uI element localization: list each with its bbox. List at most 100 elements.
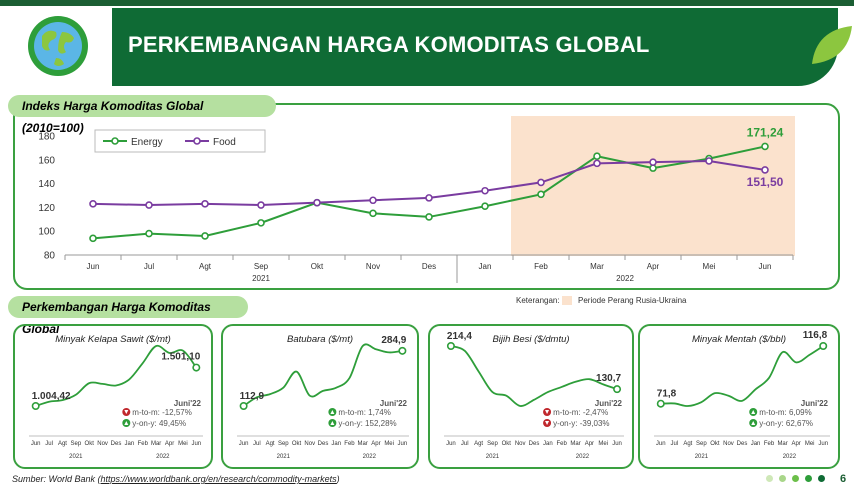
data-point <box>761 166 769 174</box>
mini-x-tick-label: Jun <box>446 441 456 447</box>
mini-panel-palm-oil: Minyak Kelapa Sawit ($/mt) 1.004,42 1.501,… <box>13 324 213 469</box>
x-tick-label: Jul <box>144 262 154 271</box>
mini-x-tick-label: Nov <box>304 441 315 447</box>
data-point <box>145 229 153 238</box>
main-section-label: Indeks Harga Komoditas Global (2010=100) <box>8 95 276 135</box>
mini-x-tick-label: Jun <box>612 441 622 447</box>
mini-x-tick-label: Sep <box>487 441 498 447</box>
last-value-label: 171,24 <box>747 125 784 139</box>
last-value-label: 1.501,10 <box>161 352 200 363</box>
mini-x-tick-label: Jun <box>656 441 666 447</box>
war-period-swatch <box>562 296 572 305</box>
page-dot[interactable] <box>805 475 812 482</box>
mini-x-tick-label: Okt <box>292 441 302 447</box>
mini-chart-crude-oil: Minyak Mentah ($/bbl) 71,8 116,8 Juni'22m-t… <box>654 330 830 460</box>
data-point <box>649 164 657 172</box>
period-label: Juni'22 <box>595 399 623 408</box>
mini-panel-iron-ore: Bijih Besi ($/dmtu) 214,4 130,7 Juni'22 m-to… <box>428 324 634 469</box>
mini-year-label: 2021 <box>486 454 500 460</box>
mini-x-tick-label: Jun <box>398 441 408 447</box>
mini-x-tick-label: Apr <box>791 441 800 447</box>
mini-year-label: 2022 <box>576 454 590 460</box>
mini-x-tick-label: Mar <box>570 441 580 447</box>
globe-logo-icon <box>20 14 96 78</box>
mini-x-tick-label: Jun <box>239 441 249 447</box>
mini-end-point <box>239 402 248 411</box>
arrow-glyph <box>545 421 550 425</box>
x-tick-label: Apr <box>647 262 660 271</box>
mini-chart-title: Bijih Besi ($/dmtu) <box>492 334 569 345</box>
mini-x-tick-label: Jun <box>31 441 41 447</box>
mini-x-tick-label: Sep <box>696 441 707 447</box>
footer-source: Sumber: World Bank (https://www.worldban… <box>12 474 340 484</box>
page-dot[interactable] <box>818 475 825 482</box>
year-label: 2022 <box>616 274 634 283</box>
data-point <box>425 213 433 221</box>
data-point <box>425 194 433 202</box>
change-label: y-on-y: -39,03% <box>553 419 609 428</box>
change-label: m-to-m: 6,09% <box>759 408 811 417</box>
mini-x-tick-label: Okt <box>502 441 512 447</box>
data-point <box>145 201 153 209</box>
mini-chart-title: Minyak Kelapa Sawit ($/mt) <box>55 334 171 345</box>
x-tick-label: Feb <box>534 262 548 271</box>
sub-section-label: Perkembangan Harga Komoditas Global <box>8 296 248 336</box>
mini-x-tick-label: Apr <box>371 441 380 447</box>
mini-panel-coal: Batubara ($/mt) 112,9 284,9 Juni'22 m-to-m: … <box>221 324 419 469</box>
x-tick-label: Nov <box>366 262 380 271</box>
mini-x-tick-label: Des <box>529 441 540 447</box>
mini-panel-crude-oil: Minyak Mentah ($/bbl) 71,8 116,8 Juni'22 m-t… <box>638 324 840 469</box>
legend-label: Energy <box>131 137 163 148</box>
y-tick-label: 120 <box>38 203 55 214</box>
y-tick-label: 160 <box>38 155 55 166</box>
page-number: 6 <box>840 473 847 485</box>
arrow-glyph <box>330 410 335 414</box>
mini-x-tick-label: Des <box>737 441 748 447</box>
x-tick-label: Mar <box>590 262 604 271</box>
mini-year-label: 2021 <box>695 454 709 460</box>
x-tick-label: Des <box>422 262 436 271</box>
mini-x-tick-label: Agt <box>58 441 67 447</box>
y-tick-label: 140 <box>38 179 55 190</box>
legend-marker <box>111 137 119 145</box>
data-point <box>481 202 489 211</box>
mini-x-tick-label: Feb <box>557 441 568 447</box>
data-point <box>537 190 545 199</box>
mini-x-tick-label: Jul <box>461 441 469 447</box>
mini-x-tick-label: Jan <box>331 441 341 447</box>
page-dot[interactable] <box>766 475 773 482</box>
mini-x-tick-label: Sep <box>278 441 289 447</box>
x-tick-label: Jun <box>759 262 772 271</box>
mini-x-tick-label: Mei <box>598 441 608 447</box>
page-title: PERKEMBANGAN HARGA KOMODITAS GLOBAL <box>128 32 650 57</box>
mini-series-line <box>660 345 824 407</box>
change-label: y-on-y: 152,28% <box>338 419 396 428</box>
x-tick-label: Jun <box>87 262 100 271</box>
mini-x-tick-label: Nov <box>723 441 734 447</box>
mini-x-tick-label: Jun <box>191 441 201 447</box>
legend-marker <box>193 137 201 145</box>
first-value-label: 1.004,42 <box>32 391 71 402</box>
mini-year-label: 2022 <box>156 454 170 460</box>
main-line-chart: 80 100 120 140 160 180 Jun Jul Agt Sep Okt Nov Des Ja… <box>38 116 795 283</box>
mini-x-tick-label: Jul <box>670 441 678 447</box>
mini-x-tick-label: Mar <box>777 441 787 447</box>
data-point <box>313 198 321 207</box>
page-dot[interactable] <box>792 475 799 482</box>
legend-note-label: Keterangan: <box>516 296 560 305</box>
mini-year-label: 2021 <box>277 454 291 460</box>
period-label: Juni'22 <box>380 399 408 408</box>
year-label: 2021 <box>252 274 270 283</box>
data-point <box>481 186 489 195</box>
y-tick-label: 80 <box>44 251 56 262</box>
change-label: m-to-m: -12,57% <box>132 408 192 417</box>
source-link[interactable]: https://www.worldbank.org/en/research/co… <box>100 474 337 484</box>
last-value-label: 151,50 <box>747 175 784 189</box>
period-label: Juni'22 <box>174 399 202 408</box>
mini-series-line <box>243 343 403 407</box>
data-point <box>593 159 601 168</box>
mini-x-tick-label: Feb <box>344 441 355 447</box>
mini-x-tick-label: Mar <box>358 441 368 447</box>
mini-chart-iron-ore: Bijih Besi ($/dmtu) 214,4 130,7 Juni'22m-to… <box>444 331 624 460</box>
page-dot[interactable] <box>779 475 786 482</box>
